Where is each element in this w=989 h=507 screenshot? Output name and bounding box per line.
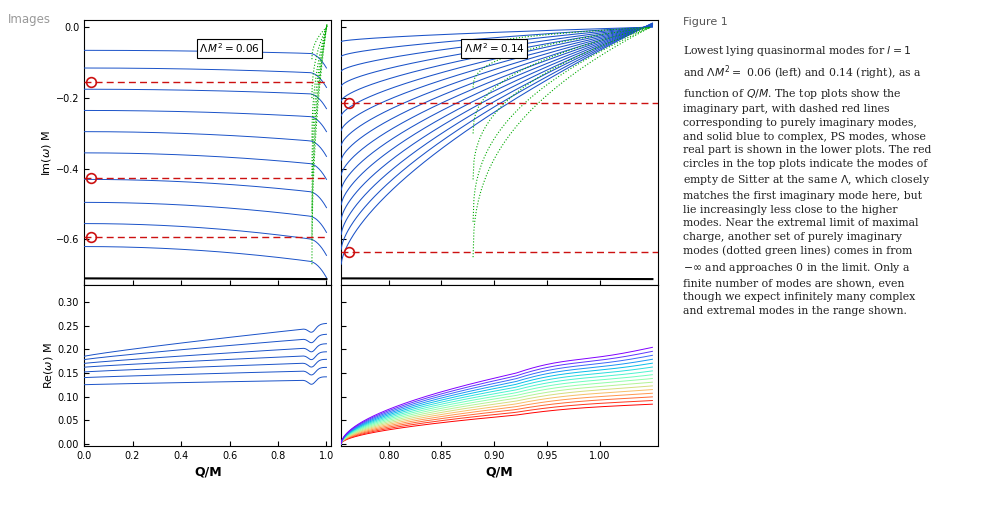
Y-axis label: Re($\omega$) M: Re($\omega$) M (42, 342, 54, 389)
Y-axis label: Im($\omega$) M: Im($\omega$) M (40, 130, 53, 176)
X-axis label: Q/M: Q/M (486, 465, 513, 478)
Text: $\Lambda\, M^2=0.06$: $\Lambda\, M^2=0.06$ (199, 42, 260, 55)
X-axis label: Q/M: Q/M (194, 465, 222, 478)
Text: Figure 1: Figure 1 (683, 17, 728, 27)
Text: Images: Images (8, 13, 50, 26)
Text: $\Lambda\, M^2=0.14$: $\Lambda\, M^2=0.14$ (464, 42, 524, 55)
Text: Lowest lying quasinormal modes for $l = 1$
and $\Lambda M^2 = $ 0.06 (left) and : Lowest lying quasinormal modes for $l = … (683, 44, 932, 315)
